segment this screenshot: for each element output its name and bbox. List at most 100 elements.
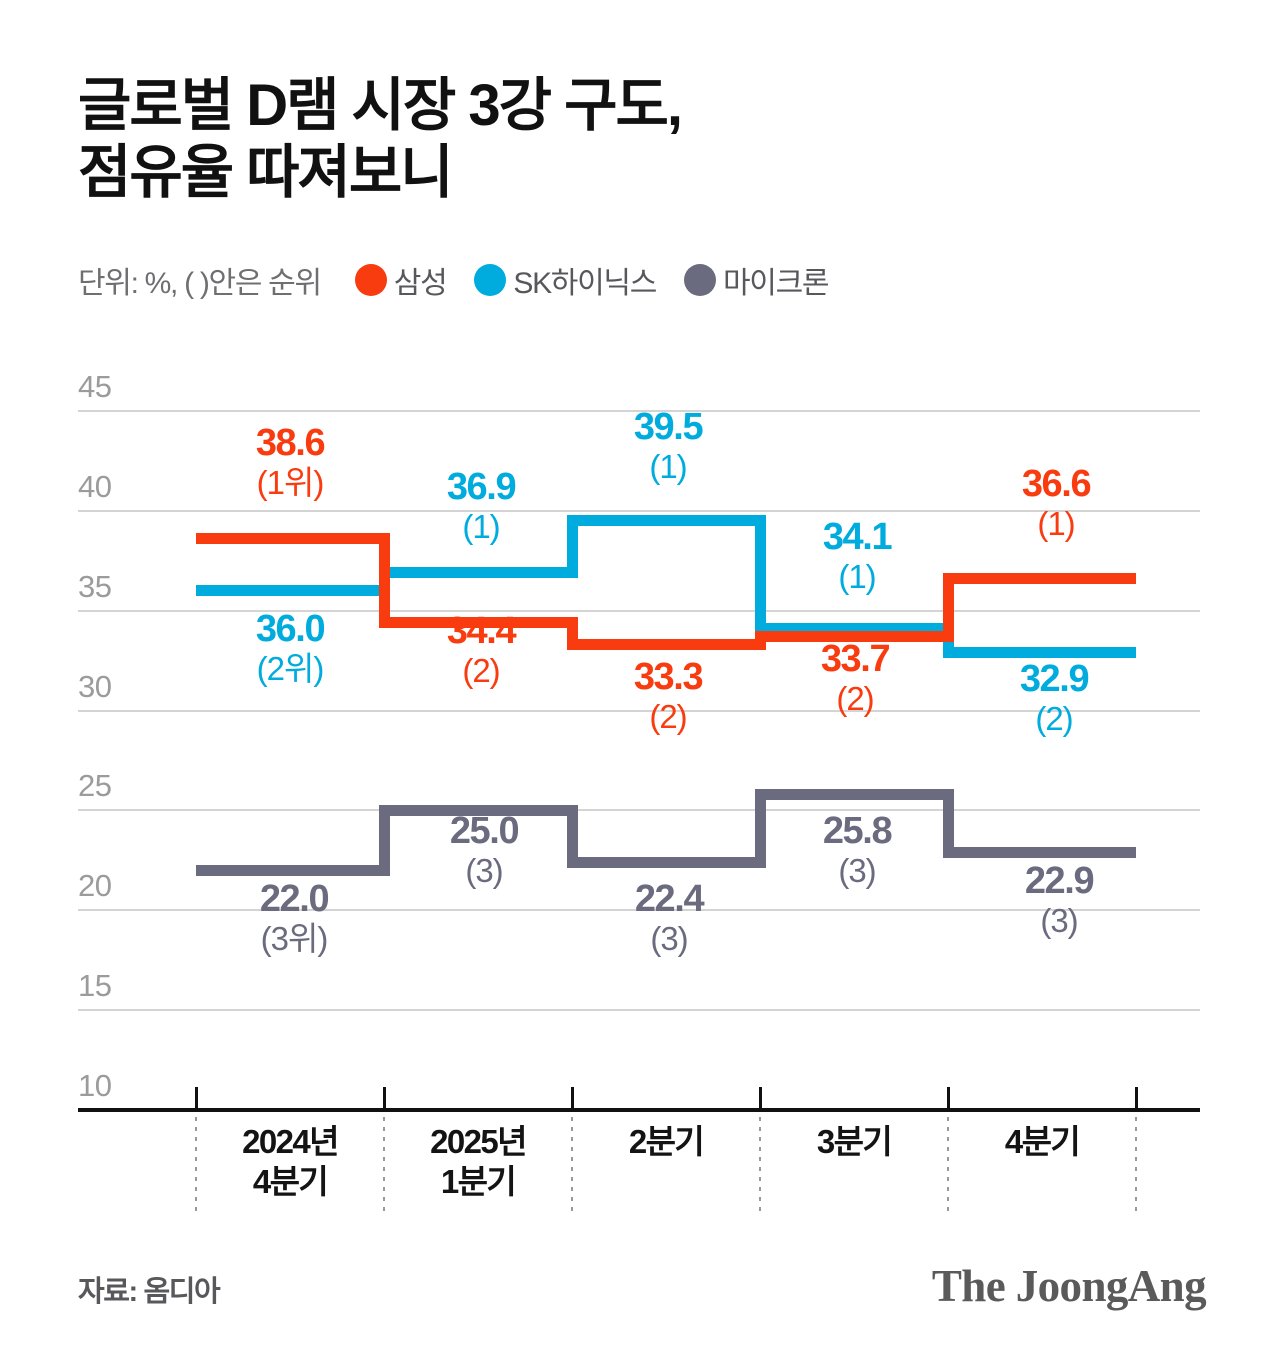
x-axis-category-label: 2024년 4분기 <box>242 1123 339 1201</box>
data-point-rank: (2) <box>1035 699 1073 737</box>
data-point-value: 36.9 <box>446 466 517 508</box>
legend-swatch-dot-icon <box>474 264 507 296</box>
series-segment-3 <box>384 804 572 816</box>
unit-note: 단위: %, ( )안은 순위 <box>78 267 322 300</box>
y-axis-tick-label: 25 <box>78 768 112 804</box>
series-riser-2 <box>754 515 766 635</box>
data-point-label: 36.6 (1) <box>946 463 1166 541</box>
x-axis-tick <box>947 1087 950 1109</box>
series-segment-2 <box>948 647 1136 659</box>
series-segment-3 <box>196 864 384 876</box>
x-axis-tick <box>1135 1087 1138 1109</box>
legend-swatch-dot-icon <box>354 264 387 296</box>
data-point-value: 36.0 <box>255 608 326 650</box>
legend-item: 마이크론 <box>684 258 830 302</box>
data-point-value: 39.5 <box>633 406 704 448</box>
series-segment-1 <box>384 617 572 629</box>
x-axis-tick <box>571 1087 574 1109</box>
y-axis-tick-label: 20 <box>78 868 112 904</box>
gridline <box>78 609 1200 612</box>
data-point-value: 22.0 <box>259 878 330 920</box>
data-point-label: 33.3 (2) <box>558 656 778 735</box>
series-riser-3 <box>378 804 390 876</box>
series-riser-1 <box>942 573 954 643</box>
series-segment-2 <box>196 585 384 597</box>
data-point-rank: (3위) <box>260 919 329 957</box>
data-point-rank: (2위) <box>256 649 325 687</box>
brand-logo: The JoongAng <box>931 1261 1207 1311</box>
y-axis-tick-label: 40 <box>78 468 112 504</box>
series-riser-3 <box>566 804 578 868</box>
data-point-rank: (3) <box>465 851 503 889</box>
data-point-label: 36.9 (1) <box>371 466 591 545</box>
data-point-rank: (1위) <box>256 463 325 501</box>
gridline <box>78 809 1200 812</box>
data-point-value: 33.3 <box>633 656 704 698</box>
page-title: 글로벌 D램 시장 3강 구도, 점유율 따져보니 <box>78 73 683 206</box>
data-point-rank: (1) <box>649 447 687 485</box>
data-point-rank: (2) <box>462 651 500 689</box>
series-segment-2 <box>384 567 572 579</box>
series-segment-1 <box>572 639 760 651</box>
data-point-rank: (2) <box>649 697 687 735</box>
data-point-label: 38.6 (1위) <box>180 422 400 501</box>
gridline <box>78 909 1200 912</box>
data-point-value: 22.9 <box>1024 860 1095 902</box>
data-point-value: 34.1 <box>822 516 893 558</box>
data-point-label: 25.8 (3) <box>747 811 967 889</box>
series-segment-3 <box>760 788 948 800</box>
series-segment-2 <box>760 623 948 635</box>
series-riser-3 <box>942 788 954 858</box>
data-point-value: 33.7 <box>820 638 891 680</box>
data-point-rank: (1) <box>462 507 500 545</box>
x-axis-separator <box>383 1117 385 1217</box>
source-note: 자료: 옴디아 <box>78 1276 221 1308</box>
series-riser-1 <box>566 617 578 651</box>
gridline <box>78 1009 1200 1012</box>
data-point-label: 32.9 (2) <box>944 659 1164 737</box>
series-segment-3 <box>948 846 1136 858</box>
subhead-row: 단위: %, ( )안은 순위 삼성 SK하이닉스 마이크론 <box>78 258 830 302</box>
series-riser-1 <box>378 533 390 629</box>
gridline <box>78 709 1200 712</box>
data-point-value: 25.0 <box>449 810 520 852</box>
data-point-rank: (3) <box>838 851 876 889</box>
x-axis-tick <box>383 1087 386 1109</box>
x-axis-category-label: 4분기 <box>1004 1123 1081 1160</box>
gridline <box>78 509 1200 512</box>
series-segment-1 <box>760 631 948 643</box>
series-riser-2 <box>566 515 578 579</box>
x-axis-category-label: 3분기 <box>816 1123 893 1160</box>
legend-item-label: SK하이닉스 <box>513 267 657 300</box>
x-axis-separator <box>195 1117 197 1217</box>
series-segment-1 <box>948 573 1136 585</box>
legend-item-label: 삼성 <box>393 267 448 300</box>
data-point-value: 38.6 <box>255 422 326 464</box>
legend-item: SK하이닉스 <box>474 258 657 302</box>
legend-swatch-dot-icon <box>684 264 716 296</box>
data-point-label: 33.7 (2) <box>745 638 965 716</box>
gridline <box>78 410 1200 412</box>
x-axis-separator <box>759 1117 761 1217</box>
legend-item: 삼성 <box>354 258 448 302</box>
x-axis-separator <box>1135 1117 1137 1217</box>
y-axis-tick-label: 35 <box>78 568 112 604</box>
data-point-value: 36.6 <box>1021 463 1092 505</box>
y-axis-tick-label: 45 <box>78 369 112 404</box>
series-segment-2 <box>572 515 760 527</box>
x-axis-line <box>78 1108 1200 1112</box>
data-point-rank: (1) <box>838 557 876 595</box>
data-point-rank: (3) <box>650 919 688 957</box>
title-block: 글로벌 D램 시장 3강 구도, 점유율 따져보니 <box>78 72 1078 207</box>
data-point-label: 22.9 (3) <box>949 860 1169 938</box>
data-point-label: 34.1 (1) <box>747 516 967 595</box>
x-axis-separator <box>571 1117 573 1217</box>
x-axis-category-label: 2분기 <box>628 1123 705 1160</box>
x-axis-separator <box>947 1117 949 1217</box>
data-point-label: 25.0 (3) <box>374 810 594 889</box>
data-point-label: 22.4 (3) <box>559 879 779 957</box>
x-axis-tick <box>195 1087 198 1109</box>
y-axis-tick-label: 15 <box>78 968 112 1004</box>
